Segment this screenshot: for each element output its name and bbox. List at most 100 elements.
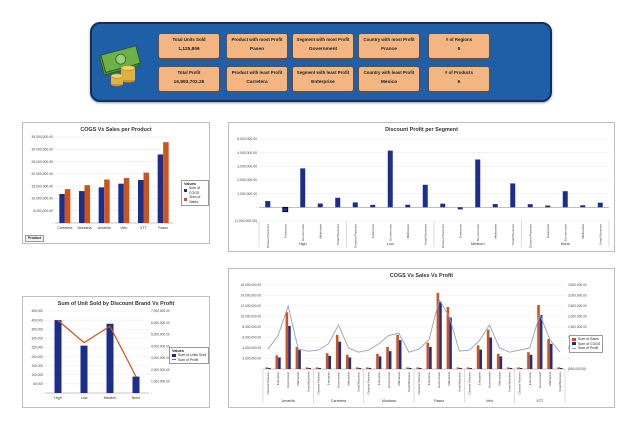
bar-sales <box>547 339 550 369</box>
kpi-segment-least-profit: Segment with least Profit Enterprise <box>292 66 354 92</box>
legend-title: Values <box>184 182 197 186</box>
segment-label: Midmarket <box>406 224 410 239</box>
legend-item: Sum of Profit <box>572 346 600 351</box>
y-tick-label: 6,000,000.00 <box>242 336 261 340</box>
y-tick-label: - <box>42 391 43 395</box>
segment-label: Enterprise <box>546 224 550 238</box>
y-tick-label: 3,000,000.00 <box>237 165 257 169</box>
bar-profit <box>597 202 603 208</box>
legend-item: Sum of COGS <box>184 186 206 195</box>
x-tick-label: Medium <box>104 396 117 400</box>
x-tick-label: High <box>54 396 61 400</box>
segment-label: Government <box>563 224 567 241</box>
bar-sales <box>376 353 379 369</box>
bar-cogs <box>469 367 472 369</box>
kpi-country-least-profit: Country with least Profit Mexico <box>358 66 420 92</box>
y-tick-label: 35,000,000.00 <box>31 135 53 139</box>
chart-legend[interactable]: Values Sum of Units Sold Sum of Profit <box>169 347 209 364</box>
kpi-product-least-profit: Product with least Profit Carretera <box>226 66 288 92</box>
group-label: VTT <box>536 399 544 403</box>
y2-tick-label: 1,500,000.00 <box>568 325 587 329</box>
chart-title: COGS Vs Sales Vs Profit <box>389 273 454 279</box>
swatch-navy <box>572 342 576 346</box>
bar-sales <box>163 142 169 223</box>
kpi-banner: Total Units Sold 1,125,806 Product with … <box>90 22 552 102</box>
y2-tick-label: 4,000,000.00 <box>151 344 170 348</box>
bar-sales <box>366 367 369 369</box>
kpi-value: Enterprise <box>311 80 335 85</box>
segment-label: Government <box>388 224 392 241</box>
y-tick-label: 2,000,000.00 <box>237 178 257 182</box>
segment-label: Midmarket <box>493 224 497 239</box>
bar-sales <box>356 367 359 369</box>
chart-legend[interactable]: Sum of Sales Sum of COGS Sum of Profit <box>569 335 604 353</box>
legend-label: Sum of COGS <box>189 186 201 195</box>
bar-cogs <box>388 351 392 369</box>
kpi-value: 1,125,806 <box>178 47 200 52</box>
x-tick-label: Low <box>81 396 88 400</box>
chart-title: Sum of Unit Sold by Discount Brand Vs Pr… <box>57 301 175 307</box>
chart-discount-profit-per-segment[interactable]: Discount Profit per Segment 5,000,000.00… <box>228 122 615 252</box>
bar-sales <box>496 353 500 369</box>
swatch-navy <box>172 353 176 357</box>
segment-label: Small Business <box>598 224 602 246</box>
kpi-value: 5 <box>457 47 461 52</box>
bar-sales <box>345 354 349 369</box>
bar-cogs <box>368 367 372 369</box>
segment-label: Channel Partners <box>316 371 320 394</box>
product-field-button[interactable]: Product <box>25 235 45 242</box>
segment-label: Midmarket <box>347 372 351 386</box>
bar-sales <box>104 179 110 223</box>
group-label: Montana <box>382 399 396 403</box>
bar-sales <box>406 367 409 369</box>
bar-cogs <box>59 194 65 223</box>
bar-cogs <box>78 191 85 223</box>
bar-sales <box>295 346 299 369</box>
segment-label: Government <box>538 372 542 388</box>
bar-sales <box>123 178 130 223</box>
bar-cogs <box>419 367 422 369</box>
segment-label: Small Business <box>508 371 512 391</box>
y2-tick-label: 5,000,000.00 <box>151 333 170 337</box>
kpi-products-count: # of Products 6 <box>428 66 490 92</box>
bar-cogs <box>439 301 442 369</box>
y-tick-label: 1,000,000.00 <box>237 192 257 196</box>
bar-cogs <box>459 367 462 369</box>
chart-cogs-sales-profit[interactable]: COGS Vs Sales Vs Profit 16,000,000.00 14,… <box>228 268 615 408</box>
segment-label: Channel Partners <box>266 224 270 249</box>
chart-units-sold-vs-profit[interactable]: Sum of Unit Sold by Discount Brand Vs Pr… <box>22 296 210 408</box>
kpi-value: Mexico <box>380 80 398 85</box>
bar-sales <box>275 355 279 369</box>
bar-cogs <box>358 367 362 369</box>
chart-cogs-vs-sales-per-product[interactable]: COGS Vs Sales per Product 35,000,000.00 3… <box>22 122 210 244</box>
bar-sales <box>557 367 560 369</box>
segment-label: Enterprise <box>427 372 431 386</box>
chart-legend[interactable]: Values Sum of COGS Sum of Sales <box>181 180 209 206</box>
bar-cogs <box>137 180 144 223</box>
segment-label: Channel Partners <box>528 224 532 249</box>
bar-units-sold <box>132 376 140 393</box>
y-tick-label: 25,000,000.00 <box>31 160 53 164</box>
kpi-label: Segment with least Profit <box>296 70 350 75</box>
bar-sales <box>325 353 329 369</box>
kpi-total-units-sold: Total Units Sold 1,125,806 <box>158 33 220 59</box>
bar-sales <box>416 367 420 369</box>
chart-plot: 5,000,000.00 4,000,000.00 3,000,000.00 2,00… <box>235 137 610 249</box>
kpi-value: 6 <box>457 80 461 85</box>
bar-profit <box>457 207 463 210</box>
bar-profit <box>562 191 568 208</box>
y2-tick-label: - <box>151 391 152 395</box>
bar-sales <box>436 292 440 369</box>
x-tick-label: Paseo <box>158 226 168 230</box>
bar-cogs <box>489 337 493 369</box>
segment-label: Channel Partners <box>518 371 522 394</box>
x-tick-label: Velo <box>120 226 127 230</box>
segment-label: Enterprise <box>377 372 381 386</box>
legend-label: Sum of Profit <box>578 346 599 350</box>
segment-label: Small Business <box>357 371 361 391</box>
y-tick-label: 100,000 <box>31 373 43 377</box>
segment-label: Government <box>488 372 492 388</box>
kpi-value: 16,893,702.26 <box>173 80 205 85</box>
group-label: Amarilla <box>282 399 295 403</box>
segment-label: Government <box>337 372 341 388</box>
